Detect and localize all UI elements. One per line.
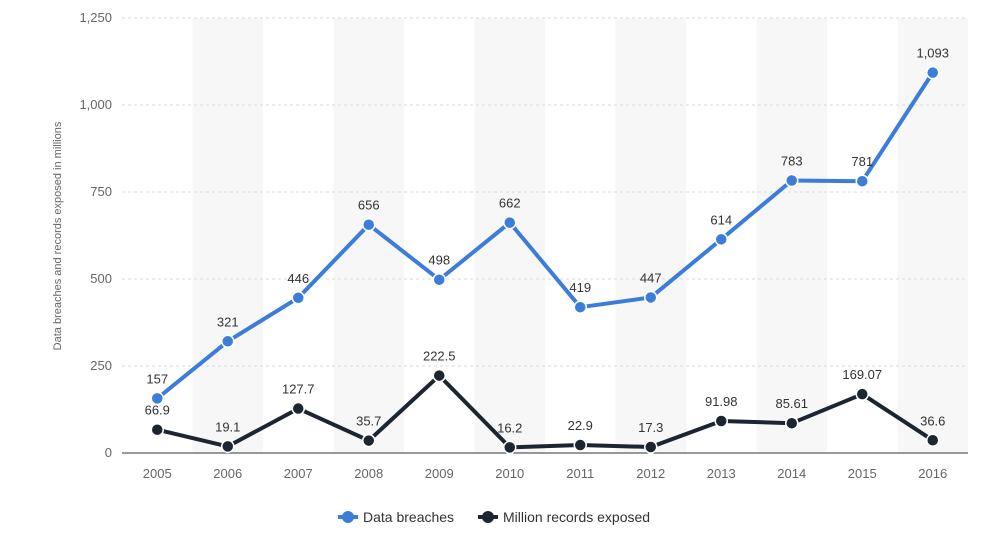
data-point — [362, 433, 376, 448]
legend-label: Million records exposed — [503, 509, 650, 525]
x-tick-label: 2008 — [354, 466, 383, 481]
x-tick-label: 2009 — [425, 466, 454, 481]
data-label: 157 — [146, 371, 168, 386]
data-point — [573, 300, 587, 314]
data-point — [221, 439, 235, 454]
data-label: 66.9 — [145, 403, 170, 418]
data-point — [785, 173, 799, 188]
data-label: 169.07 — [842, 367, 882, 382]
data-label: 498 — [428, 253, 450, 268]
data-label: 419 — [569, 280, 591, 295]
category-band — [615, 18, 686, 453]
category-band — [474, 18, 545, 453]
data-point — [221, 334, 235, 349]
category-band — [192, 18, 263, 453]
data-label: 35.7 — [356, 414, 381, 429]
x-tick-label: 2015 — [848, 466, 877, 481]
data-label: 614 — [710, 212, 732, 227]
x-tick-label: 2011 — [566, 466, 594, 481]
series-layer — [150, 65, 940, 455]
data-label: 222.5 — [423, 349, 456, 364]
data-label: 321 — [217, 314, 239, 329]
data-point — [291, 401, 305, 416]
y-tick-label: 500 — [90, 271, 112, 286]
x-tick-label: 2016 — [918, 466, 947, 481]
y-axis-label: Data breaches and records exposed in mil… — [52, 121, 64, 350]
data-label: 36.6 — [920, 413, 945, 428]
data-point — [291, 291, 305, 305]
y-tick-label: 250 — [90, 358, 112, 373]
x-tick-label: 2010 — [495, 466, 524, 481]
data-point — [855, 387, 869, 401]
data-label: 127.7 — [282, 382, 315, 397]
gridlines — [122, 17, 968, 454]
data-point — [644, 290, 658, 305]
x-tick-label: 2012 — [636, 466, 665, 481]
data-point — [714, 414, 728, 428]
x-tick-label: 2005 — [143, 466, 172, 481]
data-point — [926, 65, 940, 80]
data-label: 91.98 — [705, 394, 738, 409]
data-label: 1,093 — [916, 46, 949, 61]
x-tick-label: 2006 — [213, 466, 242, 481]
data-point — [855, 174, 869, 188]
category-band — [897, 18, 968, 453]
legend[interactable]: Data breaches Million records exposed — [338, 509, 650, 525]
data-point — [150, 391, 164, 406]
category-bands — [192, 18, 968, 453]
data-label: 662 — [499, 196, 521, 211]
y-tick-label: 1,250 — [79, 10, 112, 25]
legend-marker — [342, 511, 354, 523]
data-point — [714, 232, 728, 247]
data-label: 19.1 — [215, 419, 240, 434]
data-point — [644, 440, 658, 454]
x-tick-label: 2007 — [284, 466, 313, 481]
data-point — [926, 433, 940, 448]
data-label: 447 — [640, 270, 662, 285]
data-point — [432, 272, 446, 287]
data-point — [503, 440, 517, 455]
x-axis-ticks: 2005 2006 2007 2008 2009 2010 2011 2012 2013 2014… — [143, 466, 947, 481]
legend-label: Data breaches — [363, 509, 454, 525]
data-point — [503, 215, 517, 230]
data-point — [150, 422, 164, 437]
data-label: 783 — [781, 154, 803, 169]
data-label: 781 — [851, 154, 873, 169]
data-point — [362, 217, 376, 232]
data-label: 656 — [358, 198, 380, 213]
y-tick-label: 750 — [90, 184, 112, 199]
data-label: 85.61 — [775, 396, 808, 411]
data-label: 22.9 — [568, 418, 593, 433]
y-tick-label: 0 — [105, 445, 112, 460]
y-tick-label: 1,000 — [79, 97, 112, 112]
data-label: 446 — [287, 271, 309, 286]
y-axis-ticks: 0 250 500 750 1,000 1,250 — [79, 10, 112, 460]
legend-marker — [482, 511, 494, 523]
data-point — [573, 438, 587, 452]
category-band — [333, 18, 404, 453]
category-band — [756, 18, 827, 453]
x-tick-label: 2013 — [707, 466, 736, 481]
data-labels: 157 321 446 656 498 662 419 447 614 783 781 1,093 66… — [145, 46, 949, 436]
data-point — [785, 416, 799, 430]
data-label: 17.3 — [638, 420, 663, 435]
series-line-0 — [156, 71, 935, 400]
x-tick-label: 2014 — [777, 466, 806, 481]
data-point — [432, 368, 446, 383]
series-line-1 — [156, 373, 934, 450]
data-label: 16.2 — [497, 420, 522, 435]
